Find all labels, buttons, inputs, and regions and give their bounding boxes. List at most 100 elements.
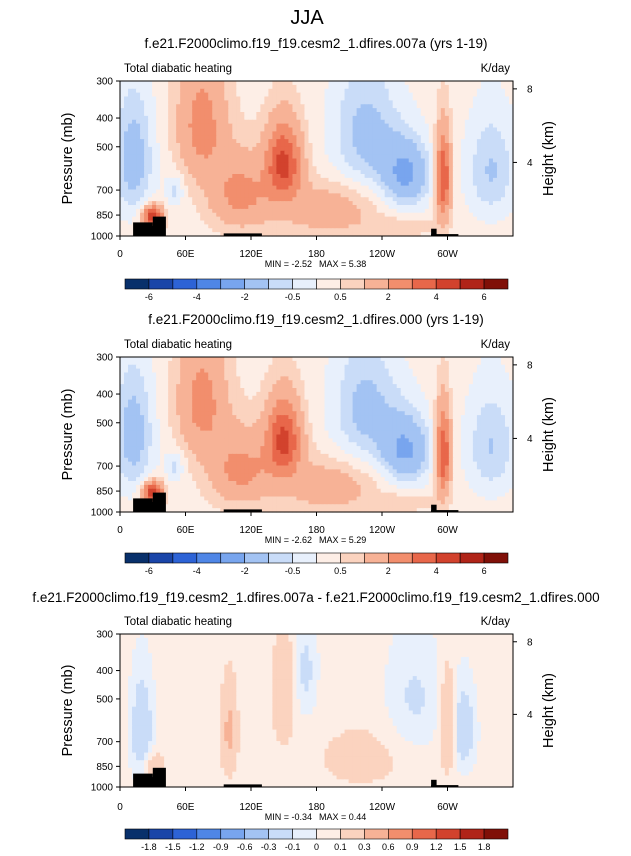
heatmap-cell bbox=[120, 373, 125, 377]
heatmap-cell bbox=[469, 392, 474, 396]
heatmap-cell bbox=[337, 373, 342, 377]
heatmap-cell bbox=[172, 217, 177, 221]
heatmap-cell bbox=[128, 93, 133, 97]
heatmap-cell bbox=[353, 224, 358, 228]
heatmap-cell bbox=[168, 384, 173, 388]
heatmap-cell bbox=[180, 369, 185, 373]
heatmap-cell bbox=[349, 162, 354, 166]
heatmap-cell bbox=[168, 205, 173, 209]
heatmap-cell bbox=[292, 224, 297, 228]
heatmap-cell bbox=[280, 373, 285, 377]
heatmap-cell bbox=[349, 166, 354, 170]
heatmap-cell bbox=[212, 388, 217, 392]
heatmap-cell bbox=[204, 193, 209, 197]
heatmap-cell bbox=[212, 108, 217, 112]
heatmap-cell bbox=[228, 100, 233, 104]
heatmap-cell bbox=[373, 120, 378, 124]
heatmap-cell bbox=[469, 182, 474, 186]
heatmap-cell bbox=[417, 174, 422, 178]
heatmap-cell bbox=[300, 380, 305, 384]
heatmap-cell bbox=[132, 209, 137, 213]
heatmap-cell bbox=[421, 376, 426, 380]
heatmap-cell bbox=[429, 209, 434, 213]
heatmap-cell bbox=[136, 143, 141, 147]
heatmap-cell bbox=[252, 97, 257, 101]
heatmap-cell bbox=[469, 131, 474, 135]
heatmap-cell bbox=[264, 376, 269, 380]
heatmap-cell bbox=[268, 193, 273, 197]
colorbar-label: 0.5 bbox=[334, 292, 347, 302]
heatmap-cell bbox=[333, 357, 338, 361]
heatmap-cell bbox=[429, 197, 434, 201]
heatmap-cell bbox=[128, 108, 133, 112]
heatmap-cell bbox=[321, 376, 326, 380]
heatmap-cell bbox=[216, 108, 221, 112]
heatmap-cell bbox=[497, 197, 502, 201]
heatmap-cell bbox=[485, 193, 490, 197]
heatmap-cell bbox=[296, 93, 301, 97]
heatmap-cell bbox=[172, 159, 177, 163]
heatmap-cell bbox=[429, 182, 434, 186]
heatmap-cell bbox=[429, 221, 434, 225]
heatmap-cell bbox=[445, 361, 450, 365]
heatmap-cell bbox=[453, 97, 458, 101]
heatmap-cell bbox=[296, 147, 301, 151]
heatmap-cell bbox=[212, 376, 217, 380]
heatmap-cell bbox=[321, 124, 326, 128]
heatmap-cell bbox=[409, 357, 414, 361]
heatmap-cell bbox=[220, 124, 225, 128]
heatmap-cell bbox=[232, 81, 237, 85]
heatmap-cell bbox=[401, 213, 406, 217]
heatmap-cell bbox=[409, 108, 414, 112]
heatmap-cell bbox=[248, 116, 253, 120]
heatmap-cell bbox=[148, 193, 153, 197]
heatmap-cell bbox=[489, 97, 494, 101]
heatmap-cell bbox=[276, 373, 281, 377]
heatmap-cell bbox=[329, 131, 334, 135]
heatmap-cell bbox=[449, 85, 454, 89]
heatmap-cell bbox=[168, 128, 173, 132]
heatmap-cell bbox=[120, 131, 125, 135]
heatmap-cell bbox=[417, 159, 422, 163]
heatmap-cell bbox=[232, 116, 237, 120]
heatmap-cell bbox=[292, 197, 297, 201]
heatmap-cell bbox=[317, 159, 322, 163]
heatmap-cell bbox=[321, 380, 326, 384]
heatmap-cell bbox=[220, 85, 225, 89]
heatmap-cell bbox=[252, 135, 257, 139]
heatmap-cell bbox=[308, 217, 313, 221]
heatmap-cell bbox=[401, 197, 406, 201]
heatmap-cell bbox=[421, 197, 426, 201]
heatmap-cell bbox=[341, 221, 346, 225]
heatmap-cell bbox=[296, 89, 301, 93]
heatmap-cell bbox=[272, 147, 277, 151]
heatmap-cell bbox=[312, 373, 317, 377]
heatmap-cell bbox=[469, 155, 474, 159]
heatmap-cell bbox=[136, 186, 141, 190]
heatmap-cell bbox=[469, 120, 474, 124]
heatmap-cell bbox=[449, 197, 454, 201]
heatmap-cell bbox=[212, 209, 217, 213]
heatmap-cell bbox=[465, 139, 470, 143]
heatmap-cell bbox=[204, 174, 209, 178]
heatmap-cell bbox=[449, 100, 454, 104]
heatmap-cell bbox=[461, 178, 466, 182]
heatmap-cell bbox=[369, 221, 374, 225]
heatmap-cell bbox=[405, 190, 410, 194]
heatmap-cell bbox=[497, 159, 502, 163]
heatmap-cell bbox=[132, 124, 137, 128]
heatmap-cell bbox=[312, 213, 317, 217]
heatmap-cell bbox=[493, 201, 498, 205]
heatmap-cell bbox=[341, 174, 346, 178]
heatmap-cell bbox=[353, 213, 358, 217]
heatmap-cell bbox=[349, 361, 354, 365]
heatmap-cell bbox=[441, 193, 446, 197]
heatmap-cell bbox=[276, 159, 281, 163]
heatmap-cell bbox=[361, 217, 366, 221]
heatmap-cell bbox=[272, 365, 277, 369]
heatmap-cell bbox=[357, 124, 362, 128]
heatmap-cell bbox=[469, 124, 474, 128]
heatmap-cell bbox=[485, 85, 490, 89]
heatmap-cell bbox=[292, 221, 297, 225]
heatmap-cell bbox=[333, 221, 338, 225]
